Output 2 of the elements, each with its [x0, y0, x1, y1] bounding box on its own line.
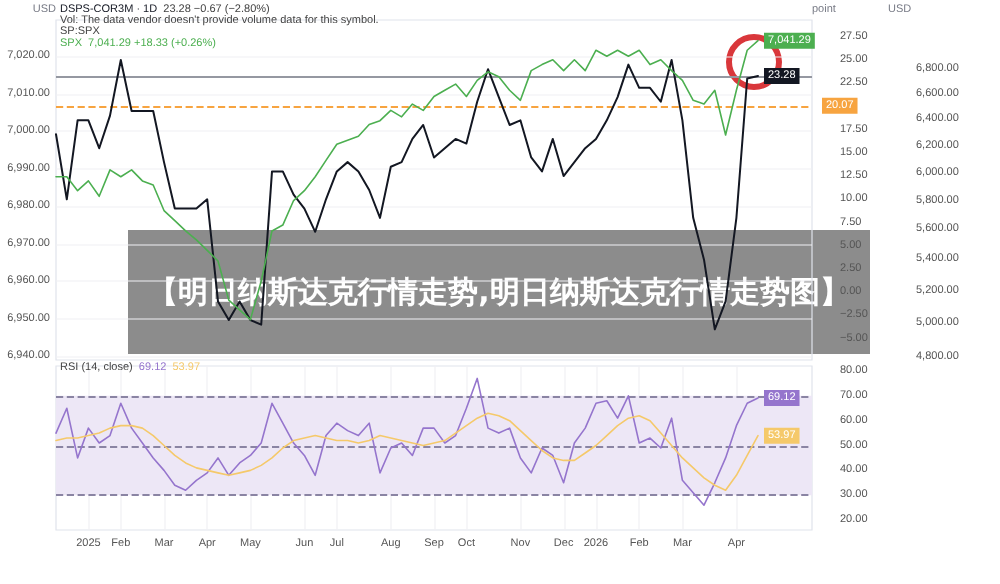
line-series: [55, 377, 759, 506]
line-series: [55, 412, 759, 492]
